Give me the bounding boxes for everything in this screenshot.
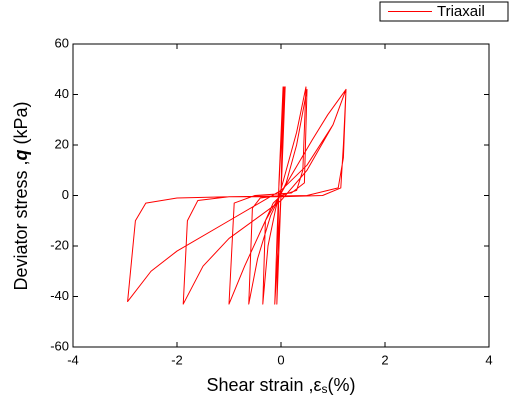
legend: Triaxail: [379, 1, 509, 22]
x-axis-title: Shear strain ,εs(%): [206, 375, 355, 396]
x-title-symbol: ε: [314, 375, 322, 395]
data-line: [127, 86, 347, 305]
legend-box: [379, 1, 509, 22]
y-axis-title: Deviator stress ,q (kPa): [11, 101, 31, 290]
x-tick-label: -4: [67, 352, 79, 367]
y-tick-label: -40: [50, 288, 69, 303]
x-tick-label: 0: [277, 352, 284, 367]
x-tick-label: 4: [485, 352, 492, 367]
y-tick-label: 60: [55, 35, 69, 50]
x-title-unit: (%): [328, 375, 356, 395]
y-tick-label: 0: [62, 187, 69, 202]
x-title-part: Shear strain ,: [206, 375, 313, 395]
x-tick-label: 2: [381, 352, 388, 367]
y-title-symbol: q: [11, 149, 31, 160]
legend-label: Triaxail: [437, 3, 485, 20]
y-tick-label: -20: [50, 237, 69, 252]
y-tick-label: 40: [55, 86, 69, 101]
y-tick-label: -60: [50, 338, 69, 353]
y-title-unit: (kPa): [11, 101, 31, 149]
y-tick-label: 20: [55, 136, 69, 151]
x-tick-label: -2: [171, 352, 183, 367]
x-title-subscript: s: [322, 382, 328, 396]
y-title-part: Deviator stress ,: [11, 160, 31, 290]
